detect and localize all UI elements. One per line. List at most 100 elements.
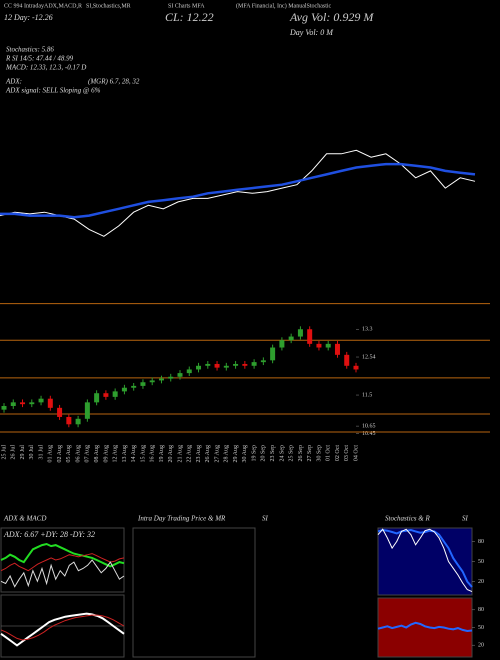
x-tick-label: 01 Oct bbox=[326, 445, 332, 461]
candle-body bbox=[279, 340, 285, 348]
series-line bbox=[0, 553, 125, 572]
y-tick-label: 11.5 bbox=[362, 392, 372, 398]
candle-body bbox=[57, 407, 63, 417]
y-tick-label: 10.65 bbox=[362, 423, 376, 429]
x-tick-label: 29 Jul bbox=[20, 445, 26, 460]
stochastics-value: Stochastics: 5.86 bbox=[6, 46, 54, 54]
candle-body bbox=[205, 363, 211, 366]
x-tick-label: 30 Jul bbox=[29, 445, 35, 460]
x-tick-label: 21 Aug bbox=[177, 445, 183, 463]
candle-body bbox=[75, 418, 81, 425]
candle-body bbox=[1, 406, 7, 410]
y-tick-label: 50 bbox=[478, 559, 484, 565]
x-tick-label: 02 Oct bbox=[335, 445, 341, 461]
candle-body bbox=[233, 363, 239, 366]
y-tick-label: 80 bbox=[478, 539, 484, 545]
candle-body bbox=[242, 363, 248, 366]
candle-body bbox=[288, 336, 294, 341]
x-tick-label: 03 Oct bbox=[344, 445, 350, 461]
panel-title: Stochastics & R bbox=[385, 515, 430, 523]
candle-body bbox=[316, 343, 322, 348]
x-tick-label: 26 Sep bbox=[298, 445, 304, 462]
candle-body bbox=[177, 373, 183, 377]
candle-body bbox=[168, 376, 174, 379]
x-tick-label: 05 Aug bbox=[66, 445, 72, 463]
x-tick-label: 20 Sep bbox=[261, 445, 267, 462]
x-tick-label: 20 Aug bbox=[168, 445, 174, 463]
x-tick-label: 26 Jul bbox=[11, 445, 17, 460]
x-tick-label: 25 Jul bbox=[1, 445, 7, 460]
y-tick-label: 20 bbox=[478, 579, 484, 585]
header-text: CC 994 IntradayADX,MACD,R bbox=[4, 3, 82, 9]
series-line bbox=[377, 528, 473, 588]
x-tick-label: 23 Sep bbox=[270, 445, 276, 462]
x-tick-label: 30 Aug bbox=[242, 445, 248, 463]
x-tick-label: 12 Aug bbox=[113, 445, 119, 463]
candle-body bbox=[149, 380, 155, 383]
x-tick-label: 02 Aug bbox=[57, 445, 63, 463]
candle-body bbox=[47, 398, 53, 408]
header-text: SI Charts MFA bbox=[168, 3, 205, 9]
x-tick-label: 06 Aug bbox=[75, 445, 81, 463]
candle-body bbox=[307, 329, 313, 344]
avg-volume: Avg Vol: 0.929 M bbox=[289, 10, 374, 24]
x-tick-label: 27 Sep bbox=[307, 445, 313, 462]
candle-body bbox=[260, 360, 266, 363]
candle-body bbox=[38, 398, 44, 403]
x-tick-label: 27 Aug bbox=[214, 445, 220, 463]
y-tick-label: 20 bbox=[478, 643, 484, 649]
candle-body bbox=[297, 329, 303, 337]
day-volume: Day Vol: 0 M bbox=[289, 28, 334, 37]
candle-body bbox=[344, 354, 350, 366]
series-line bbox=[377, 528, 473, 593]
series-line bbox=[377, 621, 473, 633]
candle-body bbox=[103, 393, 109, 397]
series-line bbox=[0, 612, 125, 647]
adx-label: ADX: bbox=[5, 78, 22, 86]
y-tick-label: 13.3 bbox=[362, 327, 373, 333]
series-line bbox=[0, 542, 125, 568]
candle-body bbox=[84, 402, 90, 419]
candle-body bbox=[334, 343, 340, 355]
x-tick-label: 23 Aug bbox=[196, 445, 202, 463]
x-tick-label: 29 Aug bbox=[233, 445, 239, 463]
mgr-value: (MGR) 6.7, 28, 32 bbox=[88, 78, 140, 86]
x-tick-label: 19 Aug bbox=[159, 445, 165, 463]
series-line bbox=[0, 559, 125, 588]
panel-background bbox=[378, 528, 472, 595]
panel-title: SI bbox=[462, 515, 469, 523]
x-tick-label: 09 Aug bbox=[103, 445, 109, 463]
x-tick-label: 25 Sep bbox=[289, 445, 295, 462]
candle-body bbox=[131, 385, 137, 388]
candle-body bbox=[223, 365, 229, 368]
x-tick-label: 08 Aug bbox=[94, 445, 100, 463]
x-tick-label: 31 Jul bbox=[38, 445, 44, 460]
candle-body bbox=[270, 347, 276, 361]
candle-body bbox=[353, 365, 359, 370]
x-tick-label: 19 Sep bbox=[251, 445, 257, 462]
y-tick-label: 12.54 bbox=[362, 354, 376, 360]
day-change: 12 Day: -12.26 bbox=[4, 13, 53, 22]
y-tick-label: 50 bbox=[478, 625, 484, 631]
candle-body bbox=[214, 363, 220, 368]
panel-title: ADX & MACD bbox=[3, 515, 46, 523]
panel-annotation: ADX: 6.67 +DY: 28 -DY: 32 bbox=[3, 530, 95, 539]
x-tick-label: 04 Oct bbox=[353, 445, 359, 461]
candle-body bbox=[94, 393, 100, 403]
candle-body bbox=[251, 362, 257, 366]
x-tick-label: 13 Aug bbox=[122, 445, 128, 463]
candle-body bbox=[66, 416, 72, 425]
x-tick-label: 24 Sep bbox=[279, 445, 285, 462]
candle-body bbox=[196, 365, 202, 370]
adx-signal: ADX signal: SELL Sloping @ 6% bbox=[5, 87, 101, 95]
header-text: (MFA Financial, Inc) ManualStochastic bbox=[236, 2, 332, 9]
y-tick-label: 10.45 bbox=[362, 431, 376, 437]
candle-body bbox=[121, 387, 127, 392]
series-line bbox=[0, 162, 476, 219]
candle-body bbox=[140, 382, 146, 386]
candle-body bbox=[20, 402, 26, 405]
x-tick-label: 28 Aug bbox=[224, 445, 230, 463]
x-tick-label: 22 Aug bbox=[187, 445, 193, 463]
